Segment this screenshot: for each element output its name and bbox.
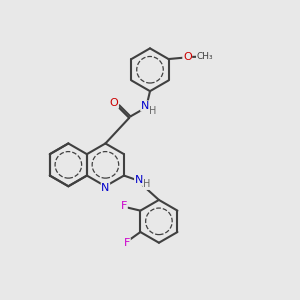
- Text: H: H: [149, 106, 157, 116]
- Text: O: O: [110, 98, 118, 108]
- Text: F: F: [121, 201, 127, 211]
- Text: H: H: [143, 179, 151, 190]
- Text: N: N: [141, 101, 149, 111]
- Text: CH₃: CH₃: [196, 52, 213, 61]
- Text: O: O: [183, 52, 192, 62]
- Text: F: F: [124, 238, 130, 248]
- Text: N: N: [135, 175, 143, 185]
- Text: N: N: [101, 183, 110, 193]
